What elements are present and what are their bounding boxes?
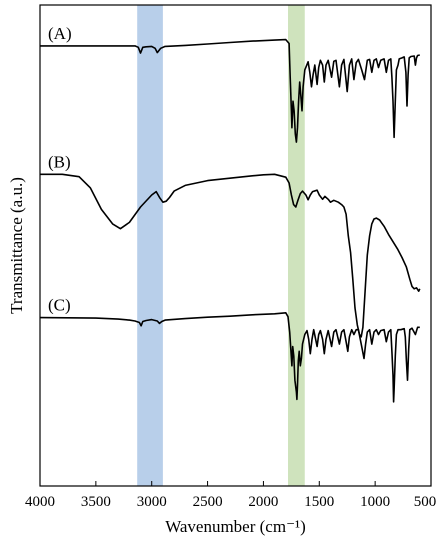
series-label-1: (A) <box>48 24 72 43</box>
x-axis-title: Wavenumber (cm⁻¹) <box>165 517 306 536</box>
series-lines <box>39 38 421 403</box>
x-tick-label-5: 2000 <box>248 494 278 510</box>
series-label-2: (B) <box>48 152 71 171</box>
x-tick-label-3: 3000 <box>137 494 167 510</box>
series-label-3: (C) <box>48 296 71 315</box>
series-line-1 <box>40 38 420 143</box>
x-axis: 4000 3500 3000 2500 2000 1500 1000 500 <box>25 481 436 510</box>
y-axis-title: Transmittance (a.u.) <box>7 177 26 314</box>
plot-frame <box>39 4 432 487</box>
x-tick-label-8: 500 <box>414 494 437 510</box>
series-labels: (A) (B) (C) <box>48 24 72 315</box>
x-tick-label-6: 1500 <box>304 494 334 510</box>
x-tick-label-2: 3500 <box>81 494 111 510</box>
x-tick-label-4: 2500 <box>193 494 223 510</box>
x-tick-label-1: 4000 <box>25 494 55 510</box>
series-line-3 <box>39 312 420 403</box>
highlight-bands <box>137 5 305 486</box>
highlight-band-1 <box>137 5 163 486</box>
series-line-2 <box>40 173 421 338</box>
x-tick-label-7: 1000 <box>360 494 390 510</box>
